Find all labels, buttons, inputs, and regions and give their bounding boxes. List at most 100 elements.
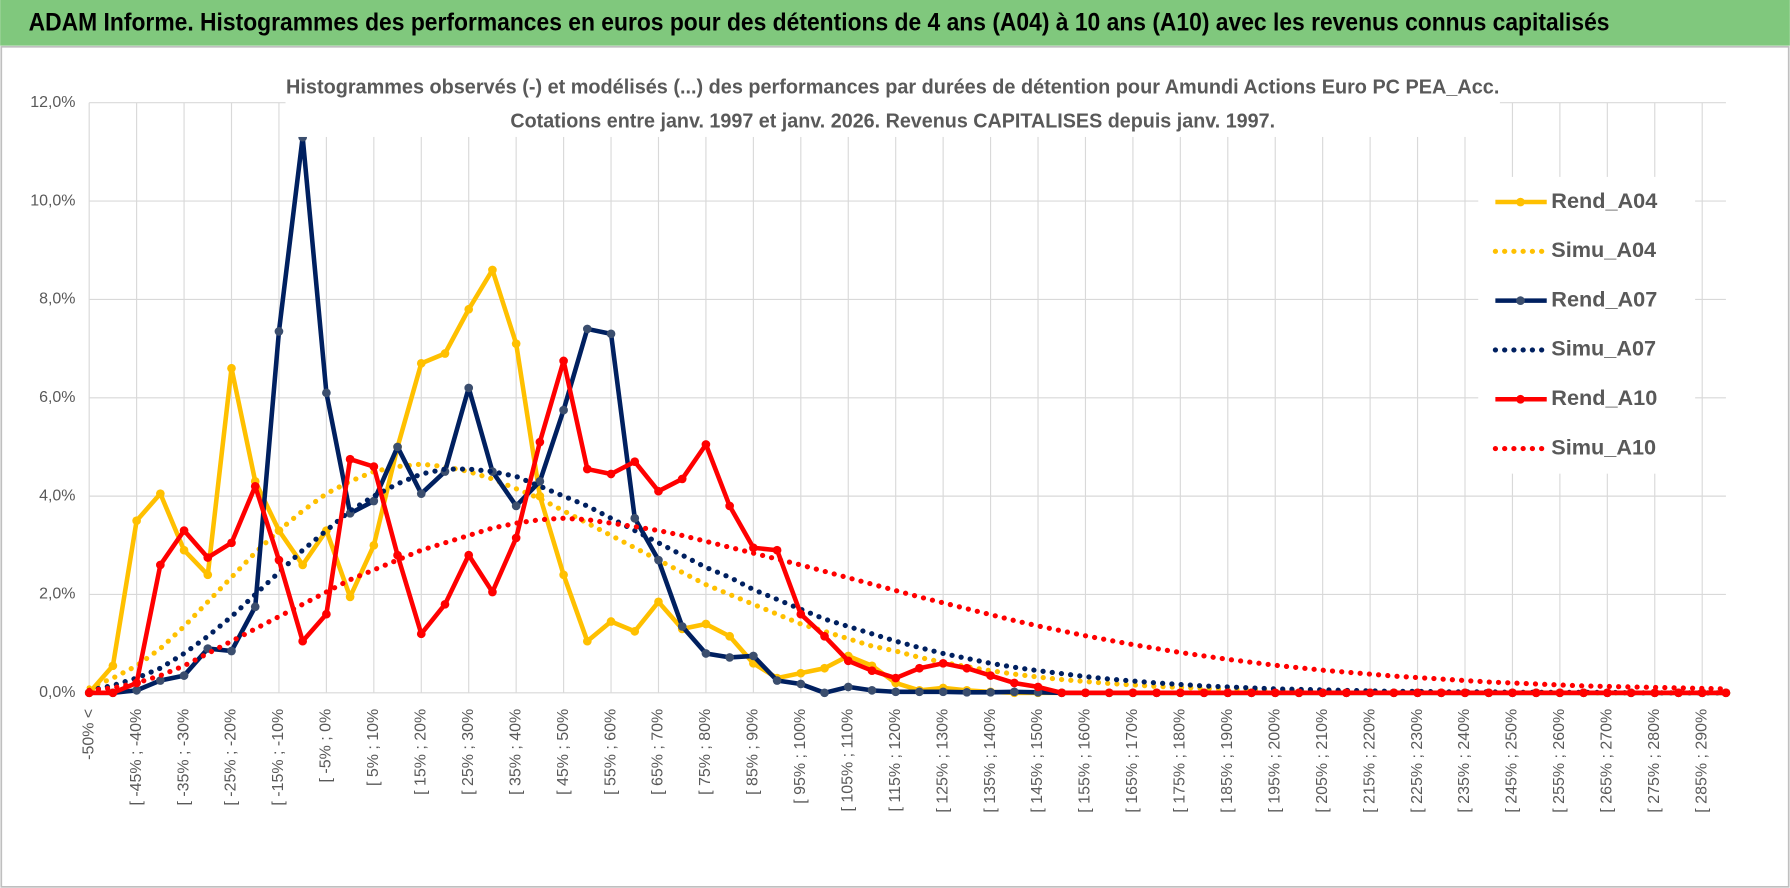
point	[1270, 688, 1280, 698]
point	[179, 526, 189, 535]
point	[1223, 688, 1233, 698]
simulated-line	[86, 461, 1729, 696]
point	[1104, 688, 1114, 698]
point	[749, 543, 758, 553]
x-tick-label: [ 285% ; 290%	[1693, 709, 1710, 813]
grid: 0,0% 2,0% 4,0% 6,0% 8,0% 10,0% 12,0% -50% < [ -4…	[30, 94, 1726, 813]
point	[701, 440, 711, 449]
x-tick-label: [ 155% ; 160%	[1077, 709, 1094, 813]
point	[582, 324, 592, 334]
x-tick-label: [ -45% ; -40%	[128, 709, 145, 806]
point	[345, 592, 355, 602]
point	[1721, 688, 1731, 698]
point	[606, 469, 616, 479]
point	[915, 663, 924, 673]
point	[1460, 688, 1470, 698]
point	[1199, 688, 1209, 698]
point	[677, 474, 687, 484]
point	[772, 545, 782, 555]
point	[393, 442, 402, 452]
subtitle-background	[285, 70, 1500, 137]
point	[1009, 678, 1019, 688]
x-tick-label: [ 95% ; 100%	[792, 709, 809, 804]
y-tick-label: 8,0%	[39, 291, 75, 308]
legend-label: Simu_A04	[1551, 237, 1656, 262]
point	[725, 501, 734, 511]
point	[630, 457, 640, 467]
legend-marker	[1516, 197, 1525, 207]
point	[156, 560, 165, 570]
legend-marker	[1516, 296, 1525, 305]
point	[369, 496, 379, 506]
point	[654, 486, 663, 496]
x-tick-label: [ 55% ; 60%	[602, 709, 619, 795]
point	[1650, 688, 1660, 698]
point	[867, 666, 877, 676]
point	[298, 636, 308, 646]
x-tick-label: [ 195% ; 200%	[1266, 709, 1283, 813]
point	[582, 636, 592, 646]
observed-line	[89, 358, 1726, 696]
point	[606, 329, 616, 339]
point	[1009, 687, 1019, 697]
simulated-line	[86, 515, 1729, 693]
point	[986, 671, 995, 680]
x-tick-label: [ 25% ; 30%	[460, 709, 477, 795]
point	[416, 629, 426, 639]
chart-subtitle: Histogrammes observés (-) et modélisés (…	[286, 75, 1499, 98]
point	[274, 555, 284, 565]
x-tick-label: [ -25% ; -20%	[223, 709, 240, 806]
x-tick-label: [ -35% ; -30%	[175, 709, 192, 806]
x-tick-label: [ 125% ; 130%	[934, 709, 951, 813]
point	[701, 619, 711, 629]
point	[891, 687, 901, 697]
point	[559, 356, 568, 366]
x-tick-label: [ 165% ; 170%	[1124, 709, 1141, 813]
point	[511, 501, 521, 511]
point	[1555, 688, 1565, 698]
x-tick-label: [ 85% ; 90%	[745, 709, 762, 795]
point	[250, 481, 260, 491]
legend-label: Rend_A07	[1551, 286, 1657, 311]
point	[1081, 688, 1090, 698]
point	[511, 339, 521, 349]
point	[345, 454, 355, 464]
legend-label: Simu_A07	[1551, 336, 1656, 361]
point	[250, 602, 260, 612]
x-tick-label: [ 235% ; 240%	[1456, 709, 1473, 813]
point	[1579, 688, 1588, 698]
point	[915, 687, 924, 697]
point	[867, 686, 877, 695]
point	[156, 489, 165, 499]
point	[488, 265, 497, 275]
point	[1176, 688, 1185, 698]
point	[440, 599, 450, 609]
point	[369, 540, 379, 550]
point	[559, 405, 568, 415]
x-tick-label: [ 265% ; 270%	[1599, 709, 1616, 813]
point	[1626, 688, 1636, 698]
point	[393, 550, 402, 560]
x-tick-label: [ -15% ; -10%	[270, 709, 287, 806]
point	[227, 646, 236, 656]
point	[962, 687, 972, 697]
x-tick-label: [ 35% ; 40%	[507, 709, 524, 795]
x-tick-label: [ 205% ; 210%	[1314, 709, 1331, 813]
point	[322, 609, 331, 619]
point	[416, 359, 426, 368]
x-tick-label: [ 225% ; 230%	[1409, 709, 1426, 813]
point	[132, 516, 141, 526]
x-tick-label: [ 175% ; 180%	[1172, 709, 1189, 813]
y-tick-label: 0,0%	[39, 684, 75, 701]
point	[203, 553, 213, 562]
point	[654, 597, 663, 607]
point	[1342, 688, 1351, 698]
point	[511, 533, 521, 543]
legend: Rend_A04 Simu_A04 Rend_A07 Simu_A07 Rend_A10…	[1478, 176, 1696, 474]
point	[1057, 688, 1067, 698]
point	[1674, 688, 1683, 698]
point	[630, 627, 640, 636]
point	[559, 570, 568, 580]
point	[322, 388, 331, 398]
point	[227, 363, 236, 373]
